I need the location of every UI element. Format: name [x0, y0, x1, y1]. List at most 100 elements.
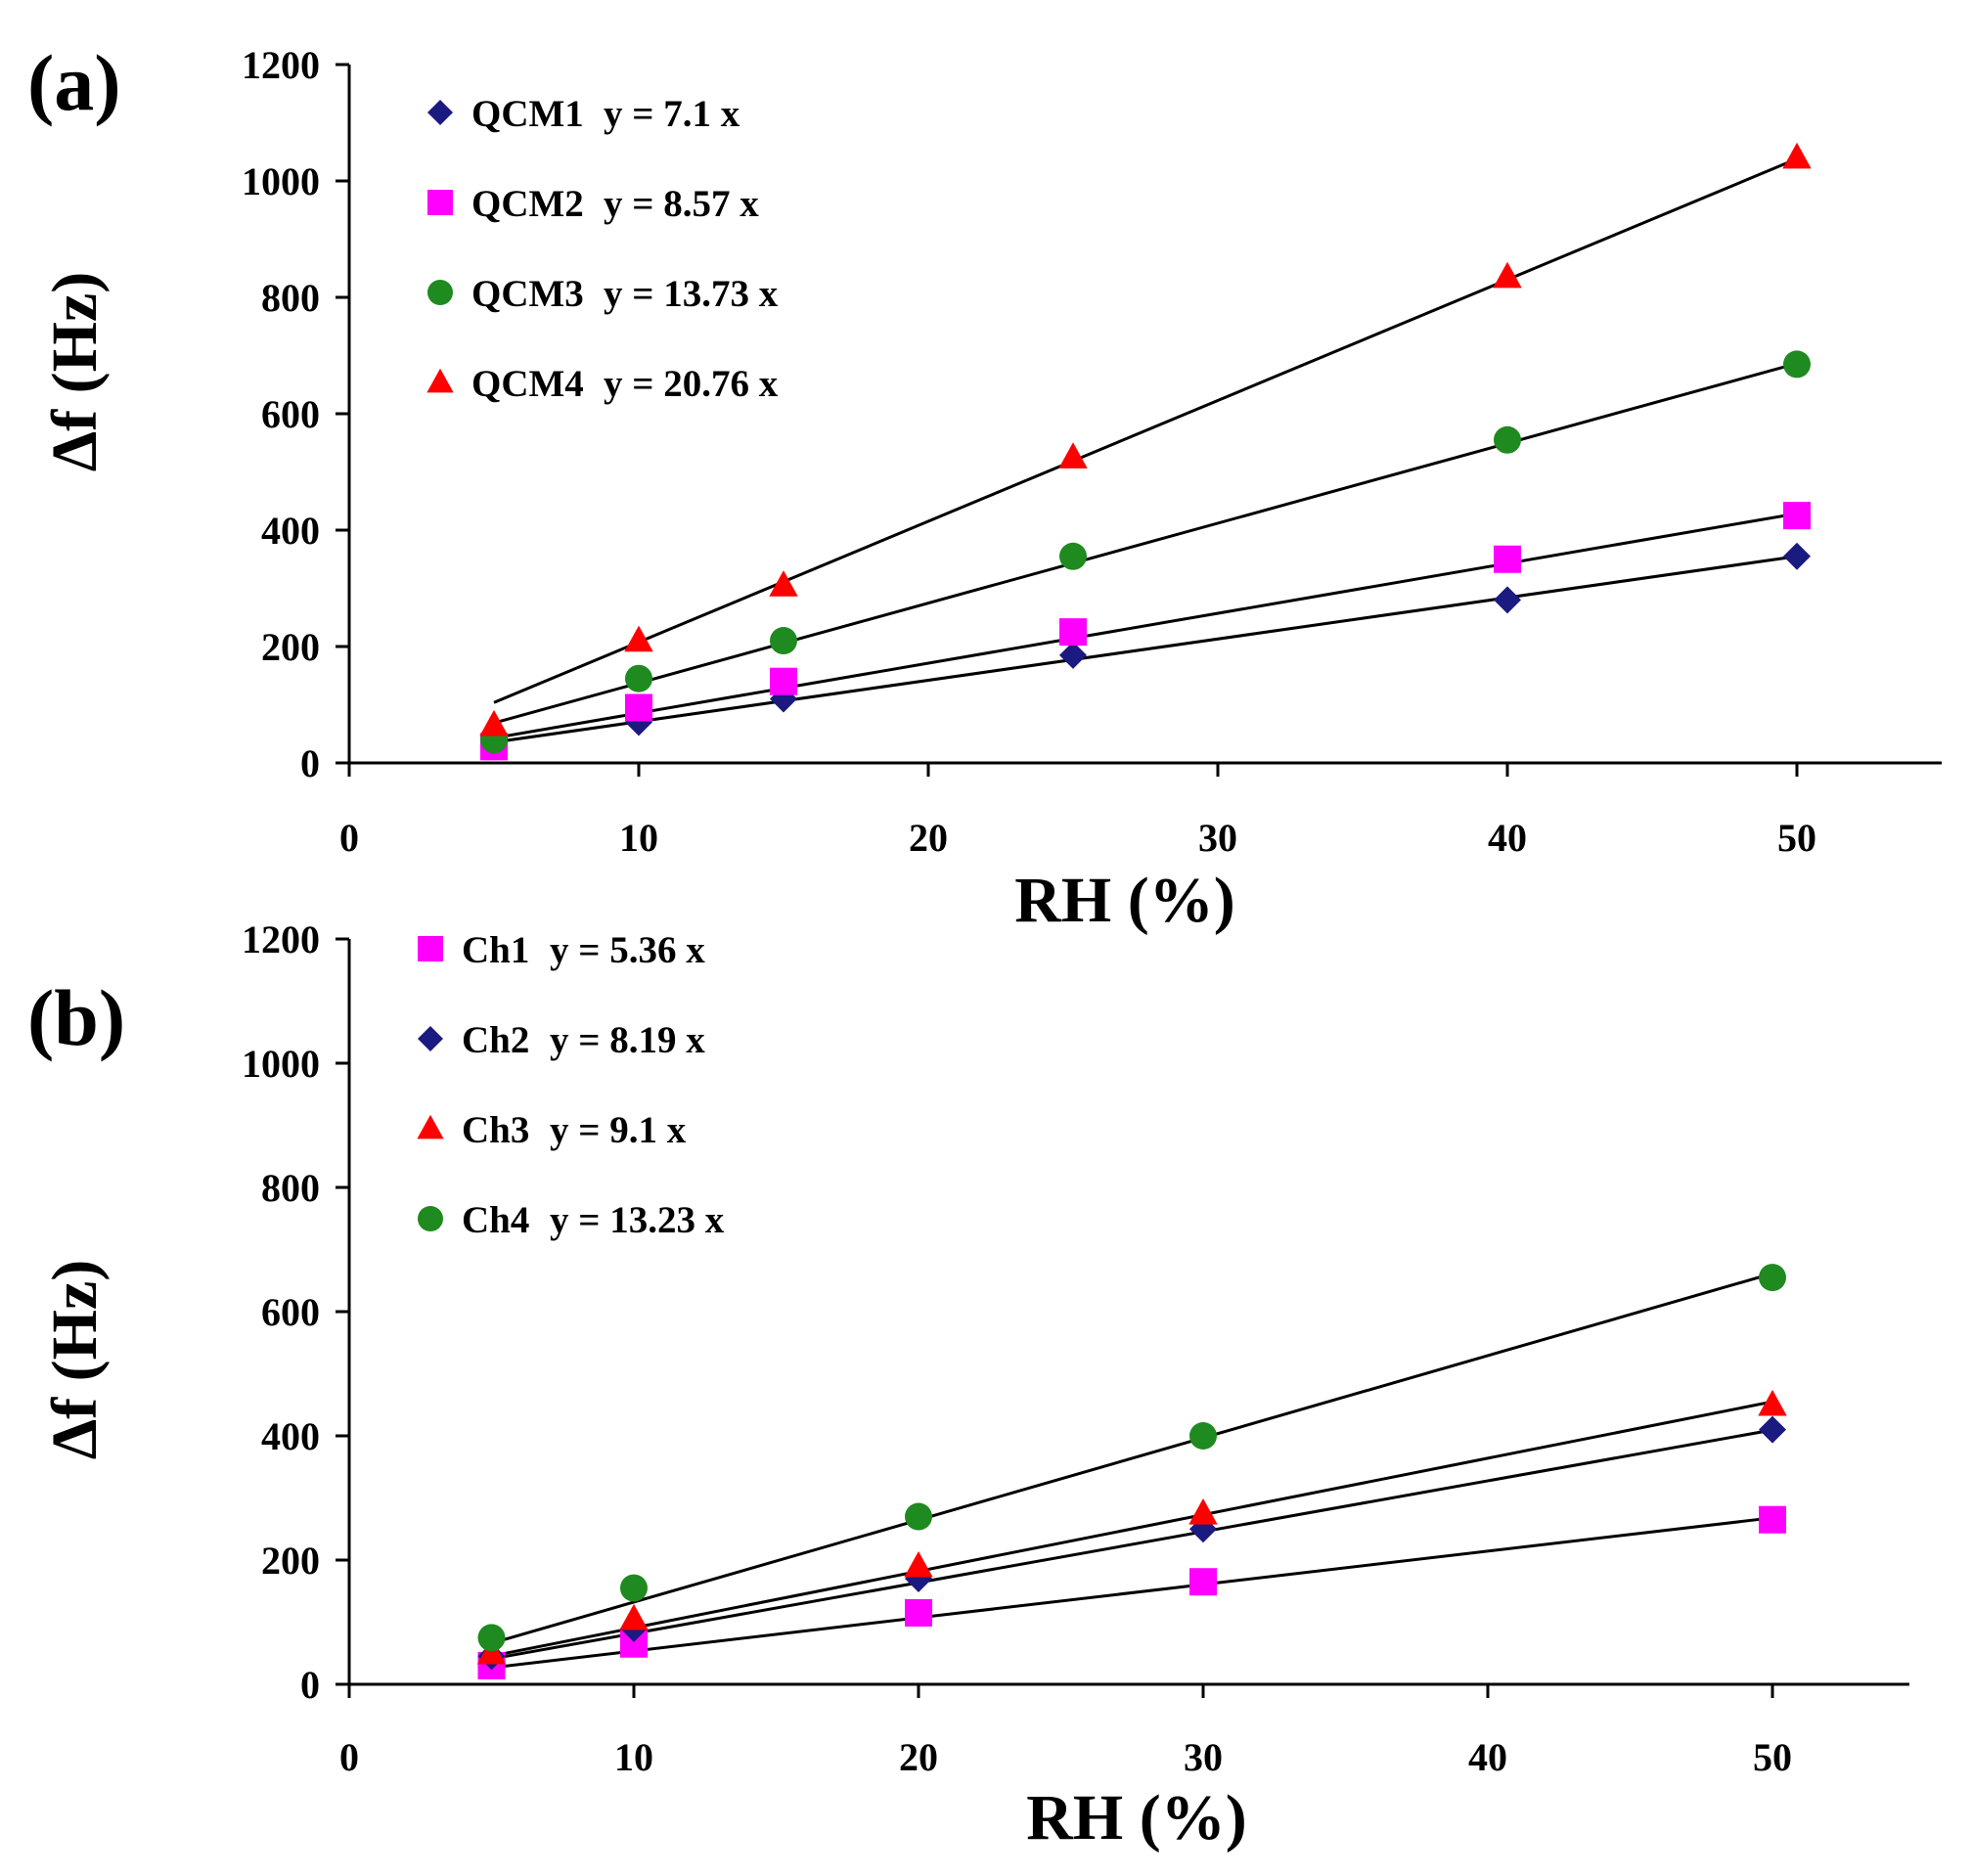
point-qcm4	[1782, 142, 1812, 169]
point-ch1	[1189, 1568, 1217, 1596]
data-points	[479, 142, 1812, 761]
legend-marker-qcm3	[427, 280, 453, 305]
point-qcm2	[1783, 502, 1811, 530]
legend-series-name: Ch1	[462, 929, 529, 971]
point-qcm1	[1494, 586, 1521, 614]
legend-marker-qcm2	[427, 190, 453, 215]
panel-b: (b) Δf (Hz) RH (%) 020040060080010001200…	[27, 917, 1909, 1854]
x-tick-label: 50	[1777, 816, 1816, 860]
legend-series-name: QCM2	[471, 183, 584, 225]
fit-line-ch1	[491, 1516, 1773, 1670]
legend-series-name: QCM4	[471, 363, 584, 405]
x-tick-label: 50	[1753, 1735, 1792, 1779]
legend-equation: y = 7.1 x	[604, 93, 740, 135]
point-ch3	[619, 1603, 649, 1630]
x-tick-label: 0	[339, 816, 359, 860]
y-tick-label: 400	[261, 509, 320, 553]
point-ch1	[905, 1598, 932, 1627]
fit-line-qcm3	[493, 362, 1798, 725]
y-tick-label: 1000	[242, 1042, 320, 1086]
legend-equation: y = 8.57 x	[604, 183, 759, 225]
point-qcm1	[1783, 542, 1811, 570]
fit-line-ch4	[491, 1272, 1773, 1645]
x-tick-label: 20	[909, 816, 948, 860]
y-tick-label: 400	[261, 1414, 320, 1458]
point-qcm2	[625, 693, 652, 722]
x-tick-label: 40	[1468, 1735, 1507, 1779]
fit-line-qcm1	[493, 555, 1798, 744]
x-tick-label: 20	[899, 1735, 938, 1779]
legend-marker-qcm1	[427, 100, 453, 125]
y-tick-label: 600	[261, 1290, 320, 1334]
point-qcm3	[1059, 542, 1087, 570]
y-tick-label: 0	[300, 1663, 320, 1707]
point-qcm3	[1494, 425, 1521, 454]
point-qcm2	[1059, 618, 1087, 647]
fit-line-ch3	[491, 1400, 1773, 1658]
legend-marker-qcm4	[426, 368, 454, 393]
fit-line-qcm4	[493, 157, 1798, 704]
point-ch4	[620, 1574, 648, 1602]
x-tick-label: 10	[614, 1735, 653, 1779]
legend-equation: y = 9.1 x	[550, 1109, 687, 1151]
point-qcm4	[479, 709, 509, 737]
axis-ticks: 0 200 400 600 800 1000 1200 0 10 20 30 40 50	[242, 917, 1909, 1779]
legend-series-name: Ch3	[462, 1109, 529, 1151]
y-tick-label: 1000	[242, 159, 320, 203]
y-tick-label: 1200	[242, 43, 320, 87]
point-ch4	[1189, 1422, 1217, 1450]
y-tick-label: 800	[261, 276, 320, 320]
fit-line-ch2	[491, 1428, 1773, 1661]
legend-marker-ch4	[418, 1206, 443, 1231]
y-axis-label: Δf (Hz)	[39, 272, 111, 471]
legend-series-name: QCM3	[471, 273, 584, 315]
legend-equation: y = 5.36 x	[550, 929, 705, 971]
legend-marker-ch1	[418, 936, 443, 961]
point-ch1	[1759, 1505, 1786, 1534]
x-tick-label: 10	[619, 816, 658, 860]
fit-line-qcm2	[493, 512, 1798, 739]
legend-series-name: Ch4	[462, 1199, 529, 1241]
legend-series-name: QCM1	[471, 93, 584, 135]
fit-lines	[491, 1272, 1773, 1670]
point-ch4	[477, 1624, 506, 1652]
y-tick-label: 800	[261, 1166, 320, 1210]
panel-a: (a) Δf (Hz) RH (%) 020040060080010001200…	[27, 38, 1942, 936]
legend-equation: y = 20.76 x	[604, 363, 779, 405]
point-qcm4	[769, 570, 798, 597]
legend: QCM1 y = 7.1 x QCM2 y = 8.57 x QCM3 y = 13.73…	[426, 93, 779, 405]
panel-label: (b)	[27, 973, 125, 1062]
x-axis-label: RH (%)	[1014, 865, 1234, 936]
point-ch2	[1759, 1415, 1786, 1444]
legend-equation: y = 13.23 x	[550, 1199, 725, 1241]
y-tick-label: 200	[261, 625, 320, 669]
legend-equation: y = 13.73 x	[604, 273, 779, 315]
y-tick-label: 200	[261, 1539, 320, 1583]
point-qcm1	[1059, 641, 1087, 669]
fit-lines	[493, 157, 1798, 744]
x-tick-label: 40	[1488, 816, 1527, 860]
y-tick-label: 1200	[242, 917, 320, 961]
point-qcm4	[1058, 442, 1088, 469]
point-ch4	[1759, 1264, 1786, 1292]
point-qcm3	[770, 627, 797, 655]
point-qcm2	[1494, 545, 1521, 573]
legend-series-name: Ch2	[462, 1019, 529, 1061]
x-tick-label: 30	[1198, 816, 1237, 860]
x-axis-label: RH (%)	[1026, 1782, 1246, 1854]
point-ch4	[905, 1502, 932, 1531]
point-qcm3	[625, 664, 652, 692]
point-qcm4	[624, 625, 653, 652]
legend: Ch1 y = 5.36 x Ch2 y = 8.19 x Ch3 y = 9.1 x Ch…	[417, 929, 725, 1241]
y-tick-label: 0	[300, 741, 320, 785]
y-tick-label: 600	[261, 392, 320, 436]
point-qcm2	[770, 667, 797, 695]
legend-marker-ch2	[418, 1026, 443, 1051]
x-tick-label: 30	[1184, 1735, 1223, 1779]
axis-ticks: 0 200 400 600 800 1000 1200 0 10 20 30 40 50	[242, 43, 1942, 860]
data-points	[476, 1264, 1787, 1679]
point-ch3	[1758, 1389, 1787, 1416]
point-ch3	[904, 1550, 933, 1578]
point-qcm4	[1493, 261, 1522, 289]
